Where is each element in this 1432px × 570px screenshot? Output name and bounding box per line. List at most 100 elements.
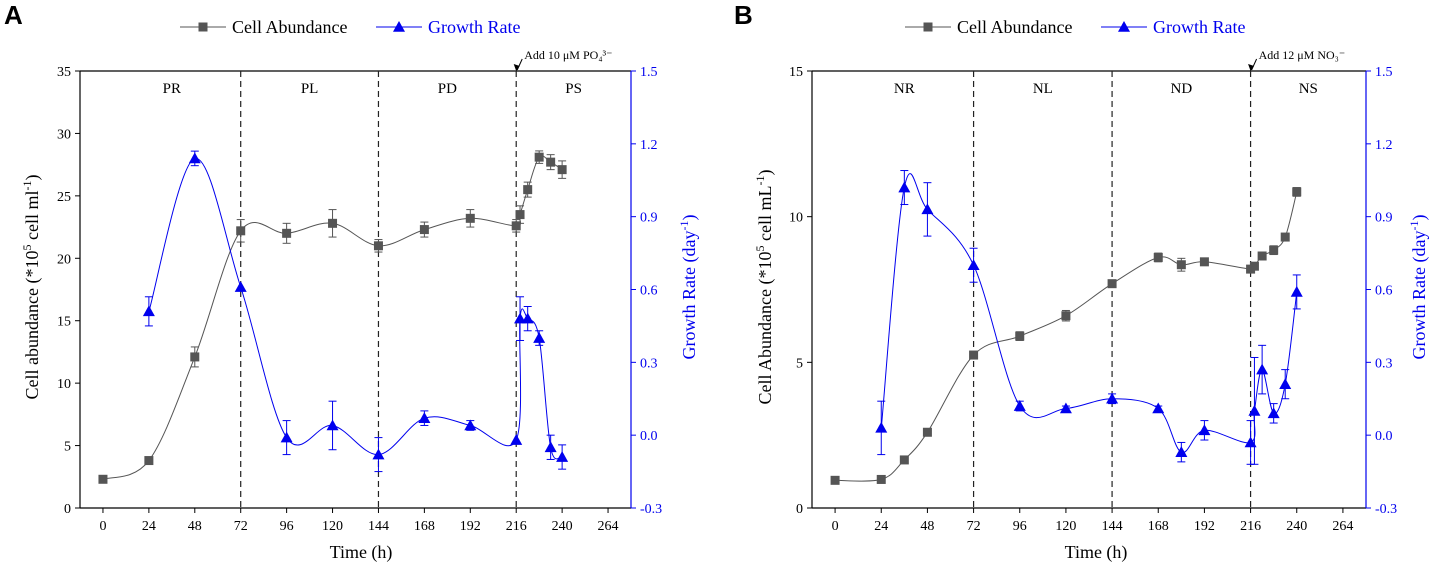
panel-b-x-tick-label: 24 [874,519,888,534]
panel-b-abundance-point [1257,251,1267,261]
panel-b-abundance-curve [835,191,1298,482]
panel-b-x-tick-label: 120 [1055,519,1076,534]
panel-b-phase-label: NL [1033,81,1053,97]
panel-b-growth-point [1248,404,1261,416]
panel-a-legend-abundance-marker [198,22,208,32]
panel-b-left-tick-label: 15 [789,65,803,80]
panel-a-annotation: Add 10 μM PO₄³⁻ [524,48,612,62]
panel-b-growth-point [1290,285,1303,297]
panel-b-abundance-point [1153,252,1163,262]
panel-b-phase-label: NR [894,81,915,97]
panel-a-left-tick-label: 25 [57,190,71,205]
panel-a-left-tick-label: 10 [57,377,71,392]
panel-b-left-tick-label: 5 [796,356,803,371]
panel-a-x-tick-label: 120 [322,519,343,534]
panel-a-abundance-point [557,165,567,175]
panel-a-right-tick-label: 0.3 [640,356,658,371]
panel-a-growth-point [142,305,155,317]
panel-b-right-tick-label: -0.3 [1375,502,1397,517]
panel-b-letter: B [734,0,753,30]
panel-a-abundance-point [465,213,475,223]
panel-b-right-tick-label: 1.2 [1375,138,1393,153]
panel-b-growth-point [1244,436,1257,448]
panel-a-x-axis-title: Time (h) [330,542,393,563]
panel-a-x-tick-label: 240 [552,519,573,534]
panel-b-x-tick-label: 264 [1332,519,1353,534]
panel-a-legend-growth-label: Growth Rate [428,17,520,37]
panel-b-right-tick-label: 0.0 [1375,429,1393,444]
panel-b-growth-point [1279,378,1292,389]
panel-b-abundance-point [876,474,886,484]
panel-b-growth-curve [880,173,1298,453]
panel-a-left-tick-label: 5 [64,440,71,455]
panel-b-x-tick-label: 192 [1194,519,1215,534]
panel-a-phase-label: PS [565,81,582,97]
panel-b-abundance-point [1176,260,1186,270]
panel-b-growth-point [875,421,888,433]
panel-b-left-axis-title: Cell Abundance (*105 cell mL-1) [753,170,776,405]
panel-a-growth-point [326,419,339,431]
panel-b-x-tick-label: 240 [1286,519,1307,534]
panel-b-legend-growth-label: Growth Rate [1153,17,1245,37]
panel-a-left-tick-label: 20 [57,252,71,267]
panel-b-x-tick-label: 216 [1240,519,1261,534]
panel-a-abundance-curve [102,155,563,480]
panel-b-growth-point [898,181,911,193]
panel-b-abundance-point [1015,331,1025,341]
panel-b-growth-point [1256,363,1269,375]
panel-b-x-axis-title: Time (h) [1065,542,1128,563]
panel-a-annotation-arrowhead [513,64,520,71]
panel-b-right-tick-label: 0.6 [1375,284,1393,299]
panel-a-growth-point [188,152,201,164]
panel-a-abundance-point [282,228,292,238]
panel-a-left-tick-label: 15 [57,315,71,330]
panel-b-growth-point [1175,446,1188,457]
panel-b-growth-point [1152,402,1165,414]
panel-a-letter: A [4,0,23,30]
panel-a-chart: 0 24 48 72 96 120 144 168 192 216 240 264 0 5 10 15 20 25… [57,17,662,534]
panel-a-x-tick-label: 24 [142,519,156,534]
panel-a-x-tick-label: 48 [188,519,202,534]
panel-b-phase-label: ND [1170,81,1192,97]
panel-a-x-tick-label: 216 [506,519,527,534]
panel-b-growth-point [1013,400,1026,411]
panel-a-growth-point [544,441,557,453]
panel-a-x-tick-label: 192 [460,519,481,534]
panel-a-growth-point [372,448,385,460]
panel-a-growth-point [514,312,527,324]
panel-a-x-tick-label: 264 [598,519,619,534]
panel-b-abundance-point [1269,245,1279,255]
panel-b-phase-label: NS [1299,81,1318,97]
panel-a-abundance-point [98,474,108,484]
panel-b-abundance-point [1280,232,1290,242]
panel-a-x-tick-label: 168 [414,519,435,534]
panel-a-abundance-point [511,221,521,231]
panel-a-legend-abundance-label: Cell Abundance [232,17,347,37]
panel-b-abundance-point [1249,261,1259,271]
panel-a-right-tick-label: -0.3 [640,502,662,517]
panel-b-x-tick-label: 144 [1102,519,1123,534]
panel-a-phase-label: PD [438,81,457,97]
panel-b-growth-point [967,259,980,271]
panel-b-right-axis-title: Growth Rate (day-1) [1407,215,1430,360]
panel-a-left-tick-label: 30 [57,127,71,142]
panel-a-growth-point [418,412,431,423]
panel-a-right-tick-label: 1.5 [640,65,658,80]
panel-b-annotation: Add 12 μM NO₃⁻ [1259,48,1346,62]
panel-a-growth-point [521,312,534,324]
panel-a-abundance-point [373,241,383,251]
panel-a-right-axis-title: Growth Rate (day-1) [677,215,700,360]
panel-a-growth-point [510,434,523,445]
panel-a-right-tick-label: 0.6 [640,284,658,299]
panel-a-growth-point [533,332,546,343]
panel-a-abundance-point [419,225,429,235]
panel-b-x-tick-label: 72 [967,519,981,534]
panel-a-x-tick-label: 0 [99,519,106,534]
panel-a-x-tick-label: 144 [368,519,389,534]
panel-a-abundance-point [190,352,200,362]
panel-b-left-tick-label: 10 [789,211,803,226]
panel-a-growth-point [280,431,293,443]
panel-a-phase-label: PR [163,81,181,97]
panel-a-legend-growth-marker [393,21,405,32]
panel-a-abundance-point [534,152,544,162]
